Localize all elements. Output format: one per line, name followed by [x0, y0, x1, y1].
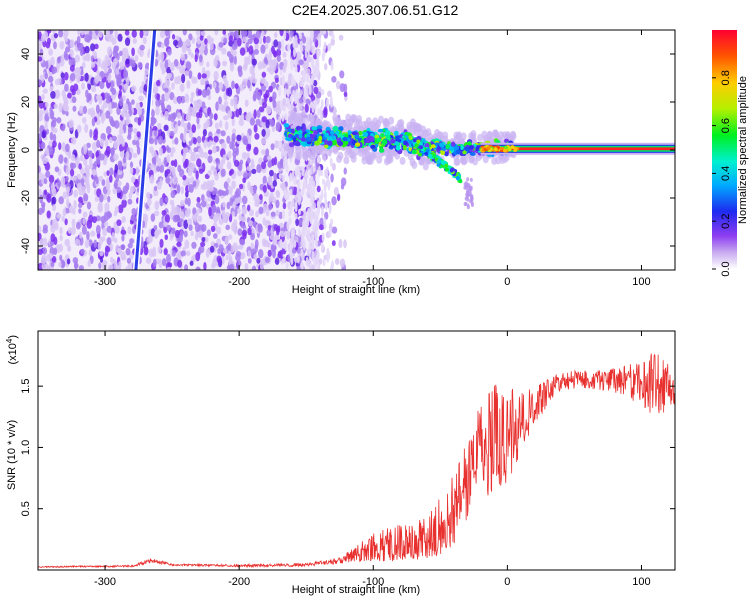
snr-y-tick-label: 1.0 — [20, 440, 32, 455]
snr-y-ticks: 0.5 1.0 1.5 — [20, 379, 675, 516]
heatmap-y-axis-label: Frequency (Hz) — [6, 112, 18, 188]
heatmap-y-tick-label: 40 — [20, 48, 32, 60]
heatmap-x-ticks: -300 -200 -100 0 100 — [94, 30, 651, 288]
colorbar-tick-label: 0.2 — [720, 214, 732, 229]
snr-scale-exponent: 4 — [5, 338, 14, 343]
snr-frame — [37, 330, 676, 571]
colorbar-ticks: 0.0 0.2 0.4 0.6 0.8 — [712, 70, 732, 277]
heatmap-y-tick-label: -40 — [20, 238, 32, 254]
heatmap-marks — [38, 30, 675, 270]
colorbar-label: Normalized spectral amplitude — [737, 76, 749, 224]
heatmap-y-ticks: -40 -20 0 20 40 — [20, 48, 675, 254]
snr-background — [38, 331, 675, 570]
snr-scale-note: (x104) — [5, 335, 19, 365]
heatmap-x-axis-label: Height of straight line (km) — [292, 284, 420, 296]
heatmap-y-tick-label: -20 — [20, 190, 32, 206]
chart-title: C2E4.2025.307.06.51.G12 — [291, 2, 459, 18]
snr-y-axis-label: SNR (10 * v/v) — [6, 420, 18, 490]
snr-y-tick-label: 1.5 — [20, 379, 32, 394]
heatmap-x-tick-label: 0 — [504, 276, 510, 288]
snr-x-tick-label: 100 — [632, 576, 650, 588]
colorbar-gradient — [712, 30, 737, 269]
snr-y-tick-label: 0.5 — [20, 501, 32, 516]
snr-panel: -300 -200 -100 0 100 0.5 1.0 1.5 Height of str… — [5, 330, 676, 596]
colorbar-tick-label: 0.4 — [720, 166, 732, 181]
snr-scale-prefix: (x10 — [7, 343, 19, 364]
heatmap-y-tick-label: 0 — [20, 147, 32, 153]
snr-x-tick-label: -200 — [228, 576, 250, 588]
spectral-cluster — [283, 110, 517, 210]
heatmap-x-tick-label: -200 — [228, 276, 250, 288]
snr-x-ticks: -300 -200 -100 0 100 — [94, 331, 651, 588]
colorbar-tick-label: 0.0 — [720, 261, 732, 276]
snr-scale-suffix: ) — [7, 335, 19, 339]
colorbar: 0.0 0.2 0.4 0.6 0.8 Normalized spectral ampl… — [712, 30, 749, 277]
heatmap-y-tick-label: 20 — [20, 96, 32, 108]
colorbar-tick-label: 0.8 — [720, 70, 732, 85]
snr-x-tick-label: -100 — [362, 576, 384, 588]
tilted-trace — [134, 30, 157, 270]
heatmap-x-tick-label: 100 — [632, 276, 650, 288]
colorbar-tick-label: 0.6 — [720, 118, 732, 133]
carrier-line — [479, 142, 675, 155]
snr-x-tick-label: 0 — [504, 576, 510, 588]
heatmap-x-tick-label: -100 — [362, 276, 384, 288]
snr-x-tick-label: -300 — [94, 576, 116, 588]
heatmap-x-tick-label: -300 — [94, 276, 116, 288]
noise-speckles — [38, 30, 349, 270]
snr-series-line — [38, 353, 675, 569]
snr-x-axis-label: Height of straight line (km) — [292, 584, 420, 596]
